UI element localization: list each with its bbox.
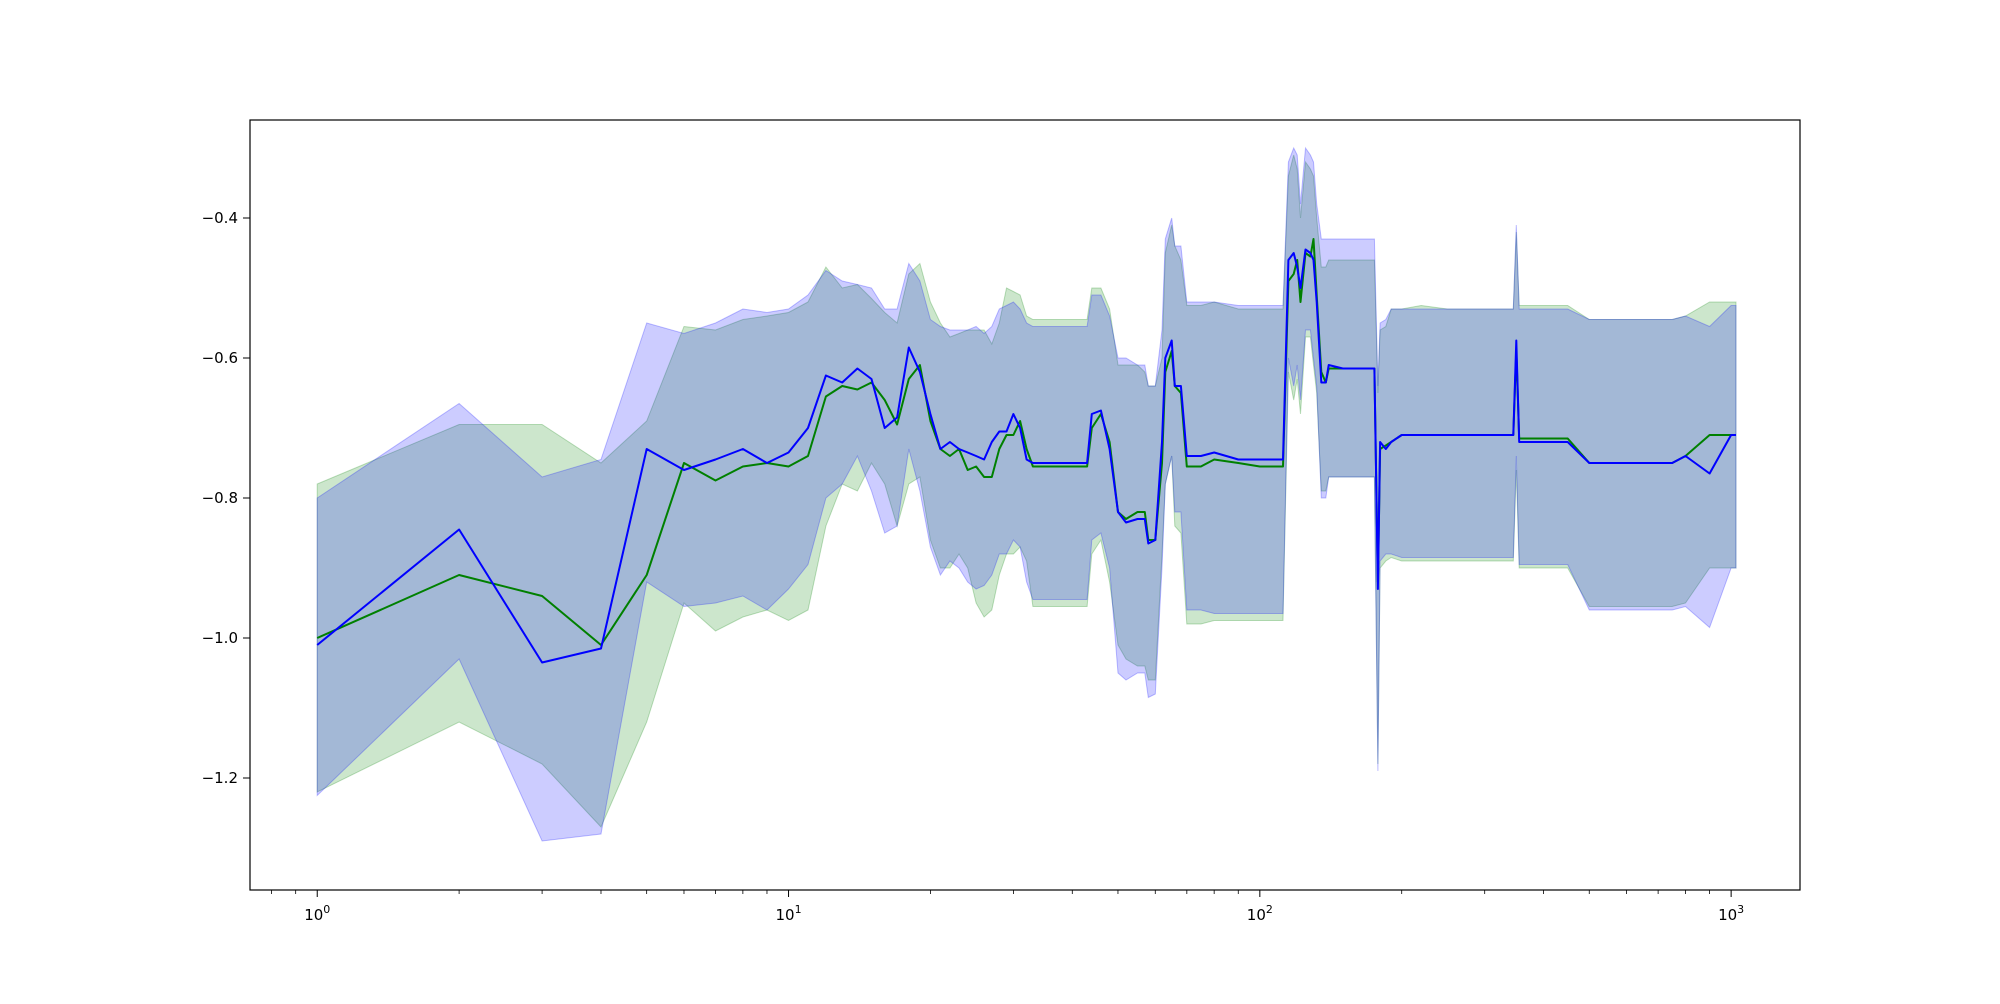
series-2-line [316,248,1736,664]
y-tick-label: −0.8 [202,489,238,507]
x-tick-label: 101 [775,903,801,924]
y-tick-label: −0.4 [202,209,238,227]
x-tick-label: 100 [304,903,330,924]
plot-frame [249,119,1801,891]
x-tick-label: 103 [1718,903,1744,924]
x-tick-label: 102 [1247,903,1273,924]
y-tick-label: −0.6 [202,349,238,367]
plot-background [250,120,1800,890]
y-axis: −1.2 −1.0 −0.8 −0.6 −0.4 [202,209,250,787]
series-lines [316,238,1736,664]
x-axis: 100 101 102 103 [271,890,1744,924]
series-2-band [316,146,1737,842]
y-tick-label: −1.2 [202,769,238,787]
series-1-band [316,154,1737,828]
confidence-bands [316,146,1737,842]
y-tick-label: −1.0 [202,629,238,647]
